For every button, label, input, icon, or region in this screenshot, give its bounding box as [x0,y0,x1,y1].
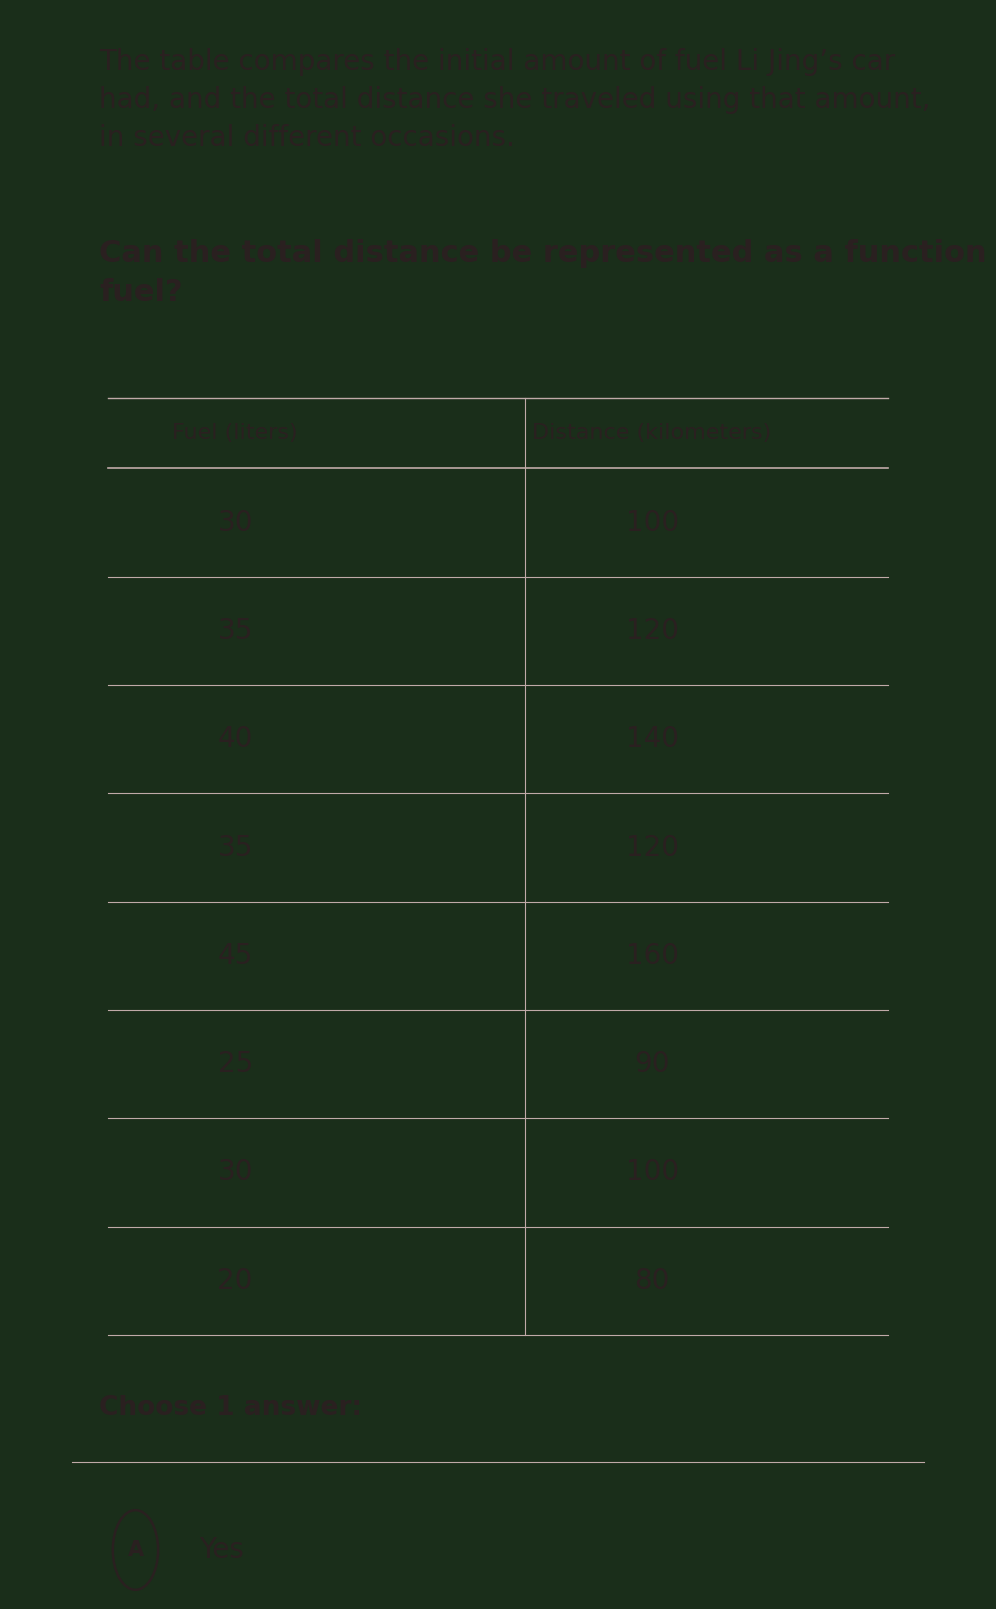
Text: Choose 1 answer:: Choose 1 answer: [100,1395,363,1421]
Text: 160: 160 [625,941,678,970]
Text: A: A [127,1540,143,1561]
Text: 25: 25 [217,1051,253,1078]
Text: 80: 80 [634,1266,669,1295]
Text: Yes: Yes [199,1537,244,1564]
Text: 90: 90 [634,1051,670,1078]
Text: 35: 35 [217,616,253,645]
Text: 140: 140 [625,726,678,753]
Text: Fuel (liters): Fuel (liters) [172,423,298,444]
Text: 30: 30 [217,508,253,536]
Text: 20: 20 [217,1266,253,1295]
Text: Can the total distance be represented as a function of
fuel?: Can the total distance be represented as… [100,240,996,307]
Text: 30: 30 [217,1158,253,1186]
Text: 45: 45 [217,941,253,970]
Text: 100: 100 [625,508,678,536]
Text: 100: 100 [625,1158,678,1186]
Text: 120: 120 [625,616,678,645]
Text: 35: 35 [217,833,253,861]
Text: Distance (kilometers): Distance (kilometers) [533,423,772,444]
Text: The table compares the initial amount of fuel Li Jing’s car
had, and the total d: The table compares the initial amount of… [100,48,930,151]
Text: 40: 40 [217,726,253,753]
Text: 120: 120 [625,833,678,861]
